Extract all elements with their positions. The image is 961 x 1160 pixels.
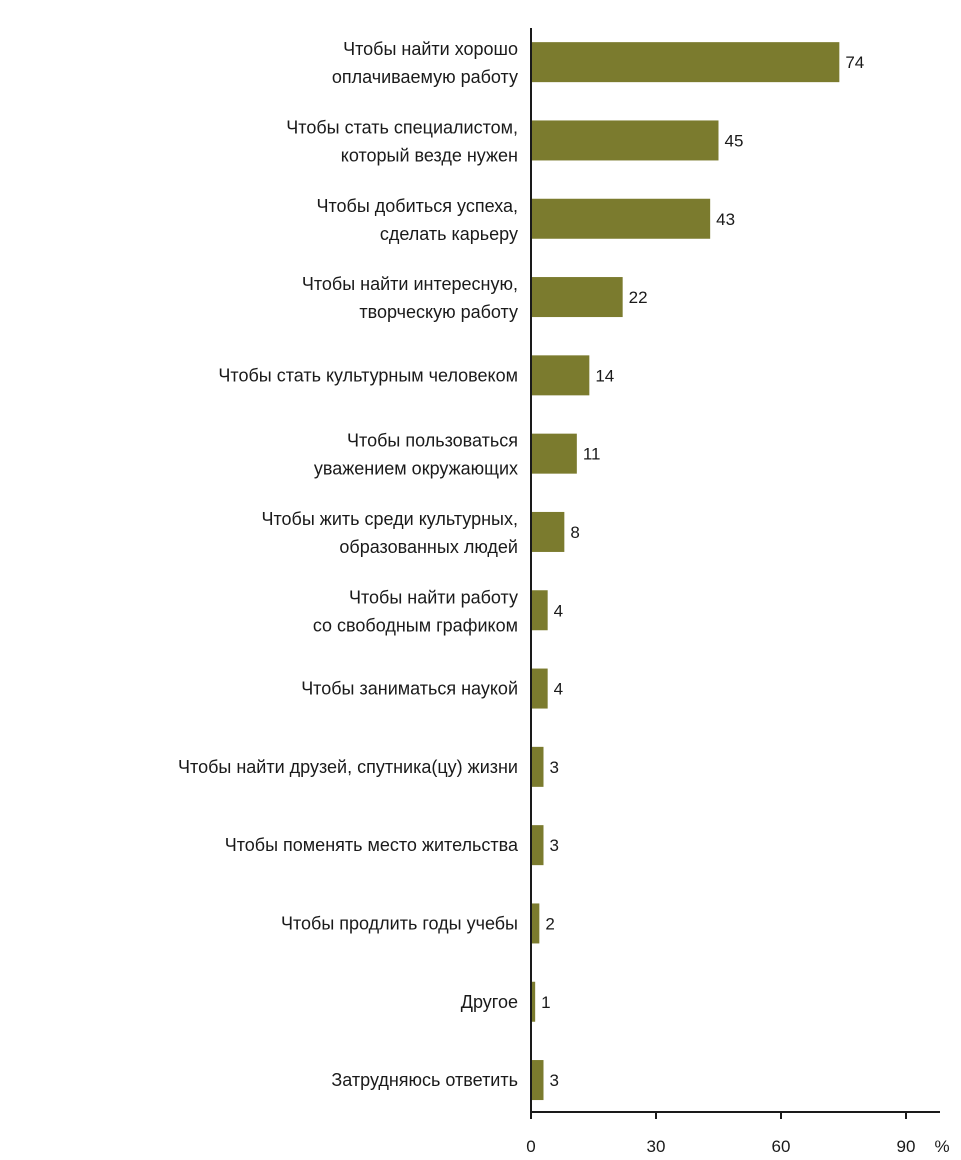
value-label: 4 <box>554 601 563 620</box>
category-label: который везде нужен <box>341 145 518 165</box>
value-label: 3 <box>550 758 559 777</box>
x-tick-label: 60 <box>772 1137 791 1156</box>
value-label: 3 <box>550 836 559 855</box>
bar <box>531 668 548 709</box>
category-label: Чтобы продлить годы учебы <box>281 913 518 933</box>
category-label: Чтобы найти хорошо <box>343 39 518 59</box>
bar <box>531 1060 544 1101</box>
category-label: сделать карьеру <box>380 224 518 244</box>
bar <box>531 903 540 944</box>
bars <box>531 42 840 1101</box>
bar <box>531 825 544 866</box>
category-label: со свободным графиком <box>313 615 518 635</box>
category-label: Чтобы жить среди культурных, <box>262 509 519 529</box>
category-label: Чтобы добиться успеха, <box>316 196 518 216</box>
value-label: 11 <box>583 445 601 464</box>
category-label: Чтобы стать специалистом, <box>286 117 518 137</box>
unit-label: % <box>934 1137 949 1156</box>
bar <box>531 981 536 1022</box>
bar <box>531 746 544 787</box>
bar <box>531 120 719 161</box>
value-label: 74 <box>845 53 864 72</box>
category-label: творческую работу <box>359 302 518 322</box>
value-label: 22 <box>629 288 648 307</box>
bar <box>531 355 590 396</box>
value-label: 2 <box>545 914 554 933</box>
category-label: уважением окружающих <box>314 459 518 479</box>
value-label: 4 <box>554 680 563 699</box>
bar <box>531 511 565 552</box>
category-label: Чтобы стать культурным человеком <box>218 365 518 385</box>
category-label: оплачиваемую работу <box>332 67 518 87</box>
bar <box>531 590 548 631</box>
category-label: Чтобы пользоваться <box>347 431 518 451</box>
x-tick-label: 90 <box>897 1137 916 1156</box>
category-label: Чтобы поменять место жительства <box>225 835 519 855</box>
value-label: 45 <box>725 131 744 150</box>
bar <box>531 277 623 318</box>
value-label: 8 <box>570 523 579 542</box>
value-label: 1 <box>541 993 550 1012</box>
category-label: Затрудняюсь ответить <box>331 1070 518 1090</box>
category-label: Другое <box>461 992 518 1012</box>
x-axis: 0 30 60 90% <box>526 28 950 1156</box>
category-label: Чтобы найти интересную, <box>302 274 518 294</box>
bar <box>531 42 840 83</box>
category-label: Чтобы заниматься наукой <box>301 679 518 699</box>
value-label: 14 <box>595 366 614 385</box>
value-label: 3 <box>550 1071 559 1090</box>
category-label: образованных людей <box>339 537 518 557</box>
category-label: Чтобы найти друзей, спутника(цу) жизни <box>178 757 518 777</box>
bar <box>531 433 577 474</box>
category-labels: Чтобы найти хорошо оплачиваемую работу Что… <box>178 39 519 1090</box>
value-label: 43 <box>716 210 735 229</box>
x-tick-label: 30 <box>647 1137 666 1156</box>
x-tick-label: 0 <box>526 1137 535 1156</box>
bar <box>531 198 711 239</box>
category-label: Чтобы найти работу <box>349 587 518 607</box>
